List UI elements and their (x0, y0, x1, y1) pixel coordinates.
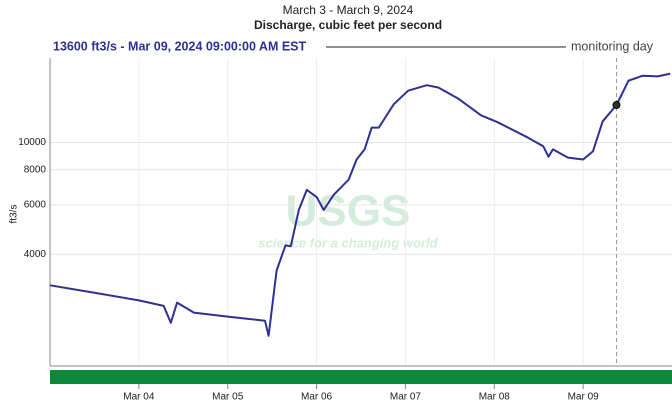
time-bar (50, 370, 672, 384)
y-tick-label: 8000 (24, 164, 47, 175)
watermark-tagline: science for a changing world (258, 235, 438, 250)
y-tick-label: 6000 (24, 199, 47, 210)
series-line (49, 72, 671, 337)
y-tick-label: 10000 (18, 137, 46, 148)
y-tick-label: 4000 (24, 249, 47, 260)
x-tick-label: Mar 06 (301, 392, 333, 403)
x-tick-label: Mar 04 (123, 392, 155, 403)
x-tick-label: Mar 05 (212, 392, 244, 403)
cursor-marker (612, 101, 621, 110)
watermark-logo: USGS (286, 187, 411, 236)
x-tick-label: Mar 07 (390, 392, 422, 403)
cursor-label: 13600 ft3/s - Mar 09, 2024 09:00:00 AM E… (53, 39, 307, 53)
x-tick-label: Mar 08 (479, 392, 511, 403)
chart-title: Discharge, cubic feet per second (254, 18, 442, 32)
annotation: monitoring day (571, 39, 654, 53)
x-tick-label: Mar 09 (568, 392, 600, 403)
subtitle: March 3 - March 9, 2024 (283, 3, 414, 17)
y-axis-label: ft3/s (9, 205, 20, 224)
